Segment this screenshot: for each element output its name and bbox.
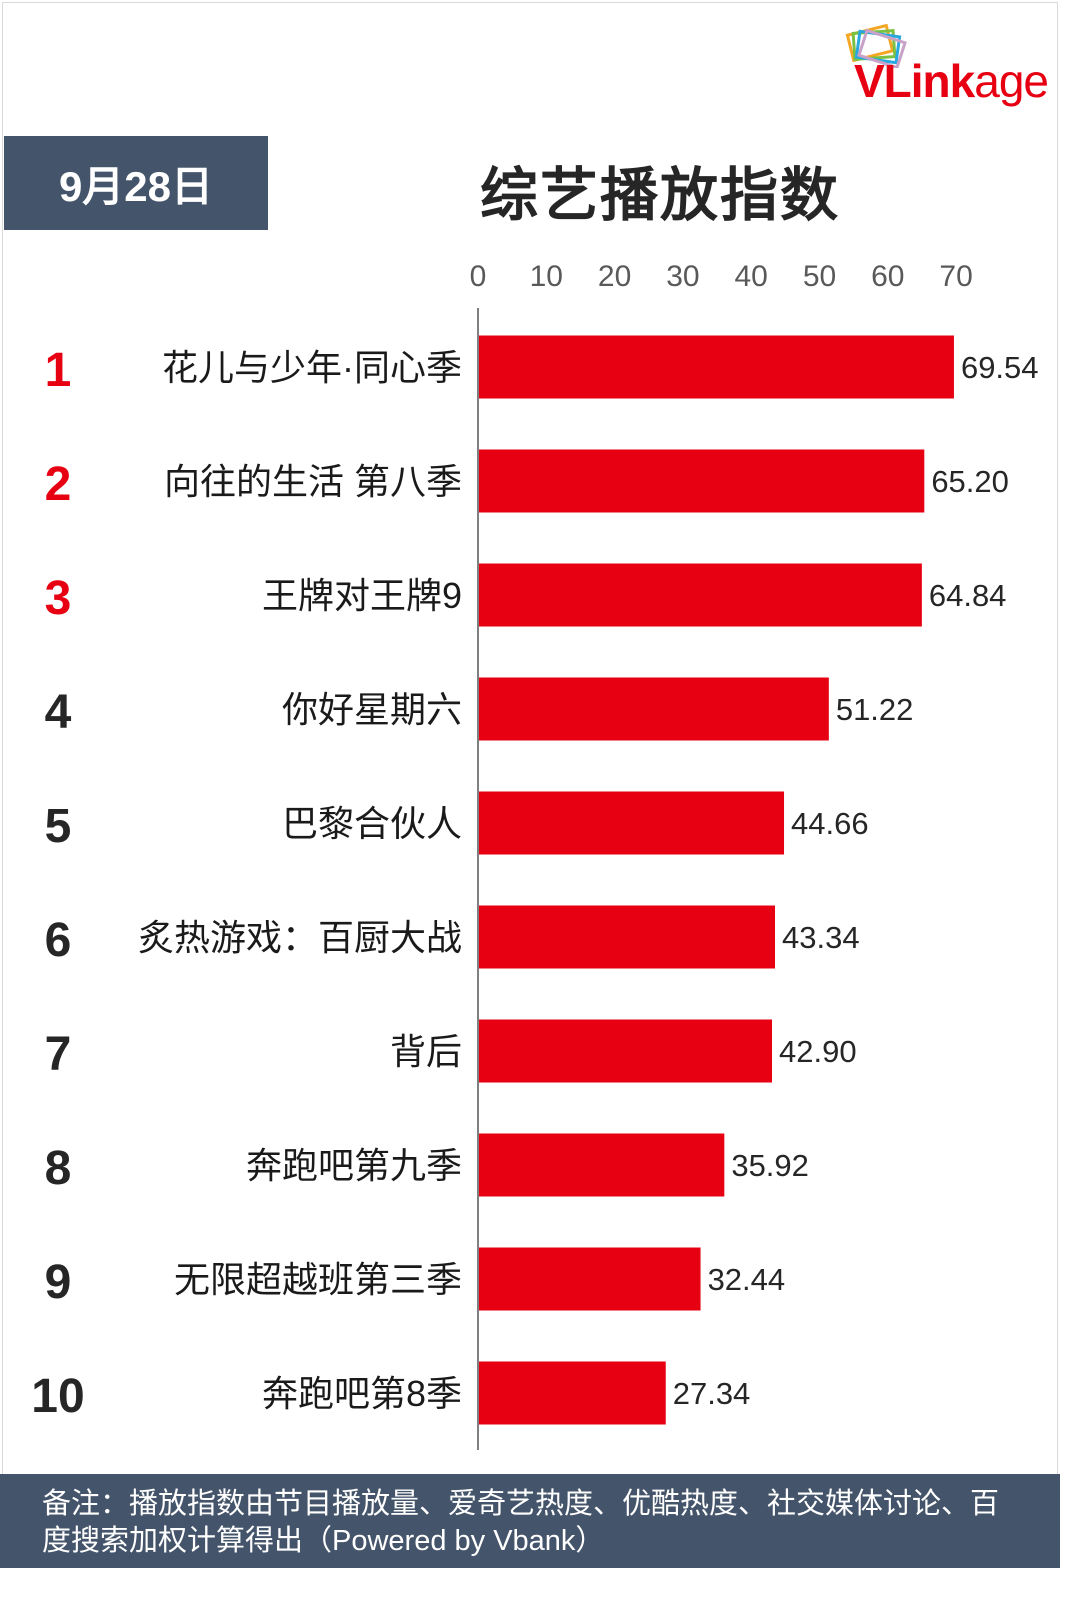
- x-tick-label: 0: [470, 260, 487, 293]
- footer-note: 备注：播放指数由节目播放量、爱奇艺热度、优酷热度、社交媒体讨论、百度搜索加权计算…: [0, 1474, 1060, 1568]
- category-label: 巴黎合伙人: [282, 803, 462, 844]
- vlinkage-logo: VLinkage: [798, 22, 1049, 117]
- x-tick-label: 50: [803, 260, 836, 293]
- bar: [479, 449, 925, 513]
- x-tick-label: 40: [735, 260, 768, 293]
- bar-value-label: 35.92: [731, 1148, 809, 1183]
- bar: [479, 905, 776, 969]
- x-tick-label: 60: [871, 260, 904, 293]
- bar-value-label: 64.84: [929, 578, 1007, 613]
- category-label: 花儿与少年·同心季: [162, 347, 462, 388]
- x-tick-label: 10: [530, 260, 563, 293]
- bar-value-label: 65.20: [931, 464, 1009, 499]
- category-label: 你好星期六: [282, 689, 462, 730]
- bar: [479, 1361, 666, 1425]
- rank-number: 3: [45, 572, 72, 625]
- rank-number: 10: [31, 1370, 84, 1423]
- category-label: 炙热游戏：百厨大战: [138, 917, 462, 958]
- category-label: 无限超越班第三季: [174, 1259, 462, 1300]
- x-tick-label: 30: [666, 260, 699, 293]
- bar-value-label: 43.34: [782, 920, 860, 955]
- x-tick-label: 70: [939, 260, 972, 293]
- logo-text: VLinkage: [854, 55, 1049, 107]
- bar-chart: 0 10 20 30 40 50 60 70 69.54 花儿与少年·同心季 1 65.20 向往的生活…: [31, 260, 1039, 1450]
- bar-value-label: 69.54: [961, 350, 1039, 385]
- bar: [479, 677, 829, 741]
- rank-number: 5: [45, 800, 72, 853]
- rank-number: 9: [45, 1256, 72, 1309]
- category-label: 背后: [390, 1031, 462, 1072]
- rank-number: 6: [45, 914, 72, 967]
- category-label: 奔跑吧第九季: [246, 1145, 462, 1186]
- bar-value-label: 32.44: [708, 1262, 786, 1297]
- category-label: 奔跑吧第8季: [262, 1373, 462, 1414]
- rank-number: 8: [45, 1142, 72, 1195]
- bar: [479, 1133, 725, 1197]
- rank-number: 1: [45, 344, 72, 397]
- bar: [479, 335, 954, 399]
- logo-frames-icon: [845, 23, 907, 68]
- bar-value-label: 44.66: [791, 806, 869, 841]
- rank-number: 4: [45, 686, 72, 739]
- bar-value-label: 42.90: [779, 1034, 857, 1069]
- rank-number: 2: [45, 458, 72, 511]
- bar-value-label: 27.34: [673, 1376, 751, 1411]
- bar: [479, 791, 785, 855]
- rank-number: 7: [45, 1028, 72, 1081]
- category-label: 向往的生活 第八季: [164, 461, 462, 502]
- bar: [479, 1019, 773, 1083]
- date-badge: 9月28日: [4, 136, 268, 230]
- bar-value-label: 51.22: [836, 692, 914, 727]
- category-label: 王牌对王牌9: [262, 575, 462, 616]
- x-tick-label: 20: [598, 260, 631, 293]
- bar: [479, 1247, 701, 1311]
- bar: [479, 563, 922, 627]
- chart-title: 综艺播放指数: [479, 163, 840, 228]
